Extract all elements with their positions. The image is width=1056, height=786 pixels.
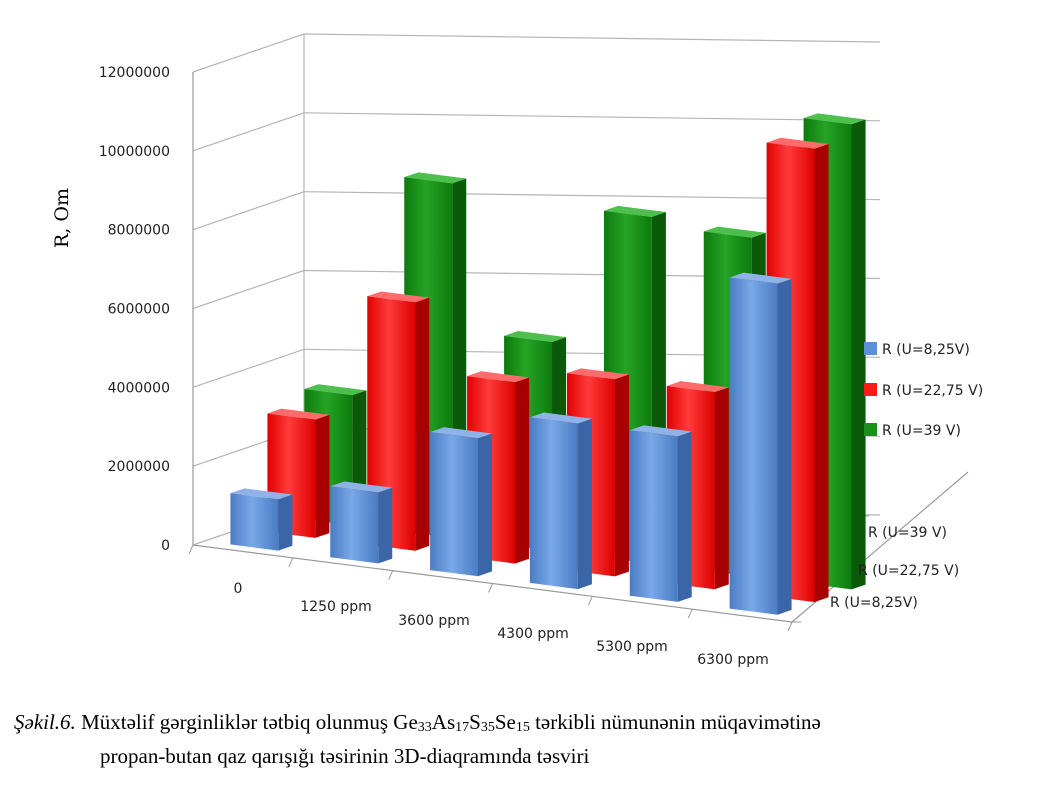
y-tick-label: 12000000 [99,65,170,81]
depth-tick-label: R (U=39 V) [868,525,947,541]
y-tick-label: 6000000 [108,302,170,318]
legend-swatch [864,423,877,436]
bar-side [851,119,866,590]
bar-top [729,272,792,284]
bar-front [330,486,379,564]
bar-top [367,291,430,303]
legend-label: R (U=39 V) [882,423,961,439]
bar-top [330,481,393,493]
bar-top [566,368,629,380]
depth-tick-label: R (U=22,75 V) [858,563,959,579]
bars [230,113,866,615]
caption-line-1: Şəkil.6. Müxtəlif gərginliklər tətbiq ol… [14,708,1054,742]
x-tick-label: 4300 ppm [497,626,569,642]
bar [729,272,792,615]
legend: R (U=8,25V) R (U=22,75 V) R (U=39 V) [864,342,983,439]
bar-side [614,374,629,577]
bar-front [430,432,479,577]
bar-front [529,417,578,590]
caption-subscript: 15 [515,720,530,735]
bar [529,412,592,590]
x-tick [787,621,793,632]
bar-top [803,113,866,125]
gridline-left [192,269,305,310]
bar [330,481,393,564]
bar-side [714,387,729,590]
x-tick-label: 5300 ppm [596,639,668,655]
caption-label: Şəkil.6. [14,710,76,734]
axis-labels: 0 2000000 4000000 6000000 8000000 10000000 120… [51,65,959,668]
bar-side [814,143,829,603]
x-tick-label: 6300 ppm [697,652,769,668]
x-tick [288,557,294,568]
caption-subscript: 17 [455,720,470,735]
bar-side [515,377,530,564]
bar-side [415,297,430,551]
y-tick-label: 8000000 [108,223,170,239]
gridline-left [192,348,305,388]
x-tick-label: 0 [234,581,243,597]
x-tick [188,544,194,555]
bar [230,488,293,551]
bar [430,427,493,577]
bar-side [278,494,293,551]
bar-side [478,433,493,577]
gridline-left [192,112,305,152]
bar-top [529,412,592,424]
bar-side [677,431,692,602]
bar-top [404,172,467,184]
bar [629,425,692,602]
gridline-back [303,33,881,43]
bar-side [315,414,330,538]
y-tick-label: 0 [161,538,170,554]
bar-top [603,205,666,217]
bar-top [504,331,567,342]
bar-side [378,487,393,564]
x-tick [488,583,493,593]
y-axis-title: R, Om [51,188,73,248]
caption-part: S [469,710,481,734]
x-tick [587,596,593,606]
caption-subscript: 33 [417,720,432,735]
bar-top [430,427,493,439]
bar-top [467,371,530,383]
legend-swatch [864,383,877,396]
y-tick-label: 4000000 [108,380,170,396]
caption-text: Müxtəlif gərginliklər tətbiq olunmuş Ge3… [75,710,821,735]
caption-line-2: propan-butan qaz qarışığı təsirinin 3D-d… [100,744,590,768]
bar-front [629,430,678,602]
x-tick [687,608,693,619]
caption-part: tərkibli nümunənin müqavimətinə [529,710,821,734]
legend-label: R (U=22,75 V) [882,383,983,399]
bar-top [703,226,766,238]
y-tick-label: 10000000 [99,144,170,160]
caption-subscript: 35 [480,720,495,735]
bar-side [577,418,592,590]
bar-top [304,384,367,396]
legend-swatch [864,342,877,355]
depth-tick-label: R (U=8,25V) [830,595,918,611]
x-tick-label: 3600 ppm [398,613,470,629]
bar-front [230,493,279,551]
gridline-left [192,191,305,231]
bar-top [267,408,330,420]
figure-caption: Şəkil.6. Müxtəlif gərginliklər tətbiq ol… [14,708,1054,771]
bar-front [729,277,778,615]
caption-part: Müxtəlif gərginliklər tətbiq olunmuş Ge [75,710,418,734]
chart: 0 2000000 4000000 6000000 8000000 10000000 120… [51,33,983,668]
x-tick-label: 1250 ppm [300,599,372,615]
gridline-back [303,112,881,122]
bar-top [230,488,293,500]
caption-part: Se [494,710,516,734]
bar-top [629,425,692,437]
bar-top [666,381,729,393]
bar-side [777,278,792,615]
caption-part: As [431,710,456,734]
x-tick [388,570,394,580]
legend-label: R (U=8,25V) [882,342,970,358]
gridline-left [192,33,305,73]
y-tick-label: 2000000 [108,459,170,475]
bar-top [766,137,829,149]
